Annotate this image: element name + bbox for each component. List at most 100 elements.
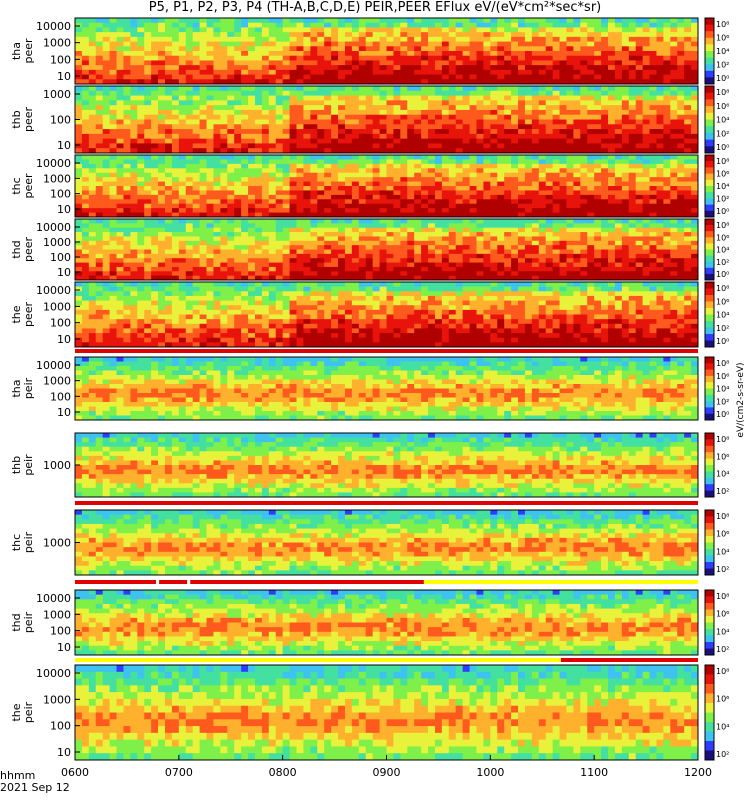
heatmap-cell (525, 177, 532, 182)
heatmap-cell (566, 204, 573, 209)
heatmap-cell (207, 37, 214, 42)
heatmap-cell (262, 223, 269, 228)
heatmap-cell (172, 267, 179, 272)
heatmap-cell (594, 42, 601, 47)
heatmap-cell (532, 271, 539, 276)
heatmap-cell (303, 245, 310, 250)
heatmap-cell (290, 91, 297, 96)
heatmap-cell (608, 232, 615, 237)
heatmap-cell (490, 254, 497, 259)
heatmap-cell (532, 219, 539, 224)
colorbar-segment (705, 205, 714, 212)
heatmap-cell (117, 70, 124, 75)
heatmap-cell (663, 86, 670, 91)
heatmap-cell (158, 18, 165, 23)
colorbar-segment (705, 106, 714, 113)
heatmap-cell (82, 199, 89, 204)
heatmap-cell (130, 18, 137, 23)
heatmap-cell (504, 250, 511, 255)
heatmap-cell (497, 219, 504, 224)
heatmap-cell (234, 124, 241, 129)
colorbar-segment (705, 18, 714, 25)
heatmap-cell (421, 164, 428, 169)
heatmap-cell (172, 168, 179, 173)
heatmap-cell (130, 46, 137, 51)
heatmap-cell (622, 134, 629, 139)
heatmap-cell (255, 271, 262, 276)
heatmap-cell (179, 258, 186, 263)
colorbar-segment (705, 126, 714, 133)
heatmap-cell (670, 91, 677, 96)
heatmap-cell (560, 110, 567, 115)
heatmap-cell (359, 100, 366, 105)
heatmap-cell (310, 182, 317, 187)
heatmap-cell (359, 199, 366, 204)
heatmap-cell (691, 91, 698, 96)
heatmap-cell (463, 254, 470, 259)
heatmap-cell (656, 23, 663, 28)
heatmap-cell (227, 245, 234, 250)
heatmap-cell (560, 159, 567, 164)
heatmap-cell (165, 232, 172, 237)
heatmap-cell (539, 115, 546, 120)
heatmap-cell (400, 110, 407, 115)
heatmap-cell (220, 182, 227, 187)
heatmap-cell (213, 159, 220, 164)
heatmap-cell (650, 190, 657, 195)
heatmap-cell (75, 120, 82, 125)
heatmap-cell (290, 263, 297, 268)
heatmap-cell (525, 232, 532, 237)
heatmap-cell (594, 232, 601, 237)
heatmap-cell (123, 164, 130, 169)
heatmap-cell (234, 46, 241, 51)
heatmap-cell (310, 177, 317, 182)
heatmap-cell (636, 110, 643, 115)
heatmap-cell (186, 241, 193, 246)
heatmap-cell (594, 155, 601, 160)
heatmap-cell (629, 110, 636, 115)
heatmap-cell (691, 155, 698, 160)
heatmap-cell (546, 245, 553, 250)
heatmap-cell (449, 100, 456, 105)
heatmap-cell (504, 115, 511, 120)
heatmap-cell (213, 42, 220, 47)
heatmap-cell (442, 23, 449, 28)
heatmap-cell (615, 155, 622, 160)
heatmap-cell (213, 46, 220, 51)
heatmap-cell (566, 51, 573, 56)
heatmap-cell (497, 105, 504, 110)
heatmap-cell (483, 100, 490, 105)
heatmap-cell (96, 75, 103, 80)
heatmap-cell (345, 51, 352, 56)
heatmap-cell (310, 124, 317, 129)
heatmap-cell (629, 195, 636, 200)
heatmap-cell (310, 199, 317, 204)
heatmap-cell (594, 70, 601, 75)
heatmap-cell (193, 173, 200, 178)
heatmap-cell (463, 110, 470, 115)
heatmap-cell (165, 18, 172, 23)
heatmap-cell (137, 177, 144, 182)
heatmap-cell (366, 143, 373, 148)
heatmap-cell (587, 223, 594, 228)
heatmap-cell (539, 100, 546, 105)
heatmap-cell (656, 129, 663, 134)
heatmap-cell (345, 263, 352, 268)
heatmap-cell (324, 164, 331, 169)
heatmap-cell (414, 91, 421, 96)
heatmap-cell (428, 223, 435, 228)
heatmap-cell (172, 129, 179, 134)
heatmap-cell (483, 254, 490, 259)
heatmap-cell (587, 159, 594, 164)
heatmap-cell (463, 70, 470, 75)
heatmap-cell (89, 173, 96, 178)
heatmap-cell (283, 271, 290, 276)
heatmap-cell (490, 134, 497, 139)
heatmap-cell (622, 168, 629, 173)
heatmap-cell (262, 250, 269, 255)
heatmap-cell (442, 168, 449, 173)
heatmap-cell (518, 173, 525, 178)
heatmap-cell (151, 37, 158, 42)
heatmap-cell (352, 110, 359, 115)
